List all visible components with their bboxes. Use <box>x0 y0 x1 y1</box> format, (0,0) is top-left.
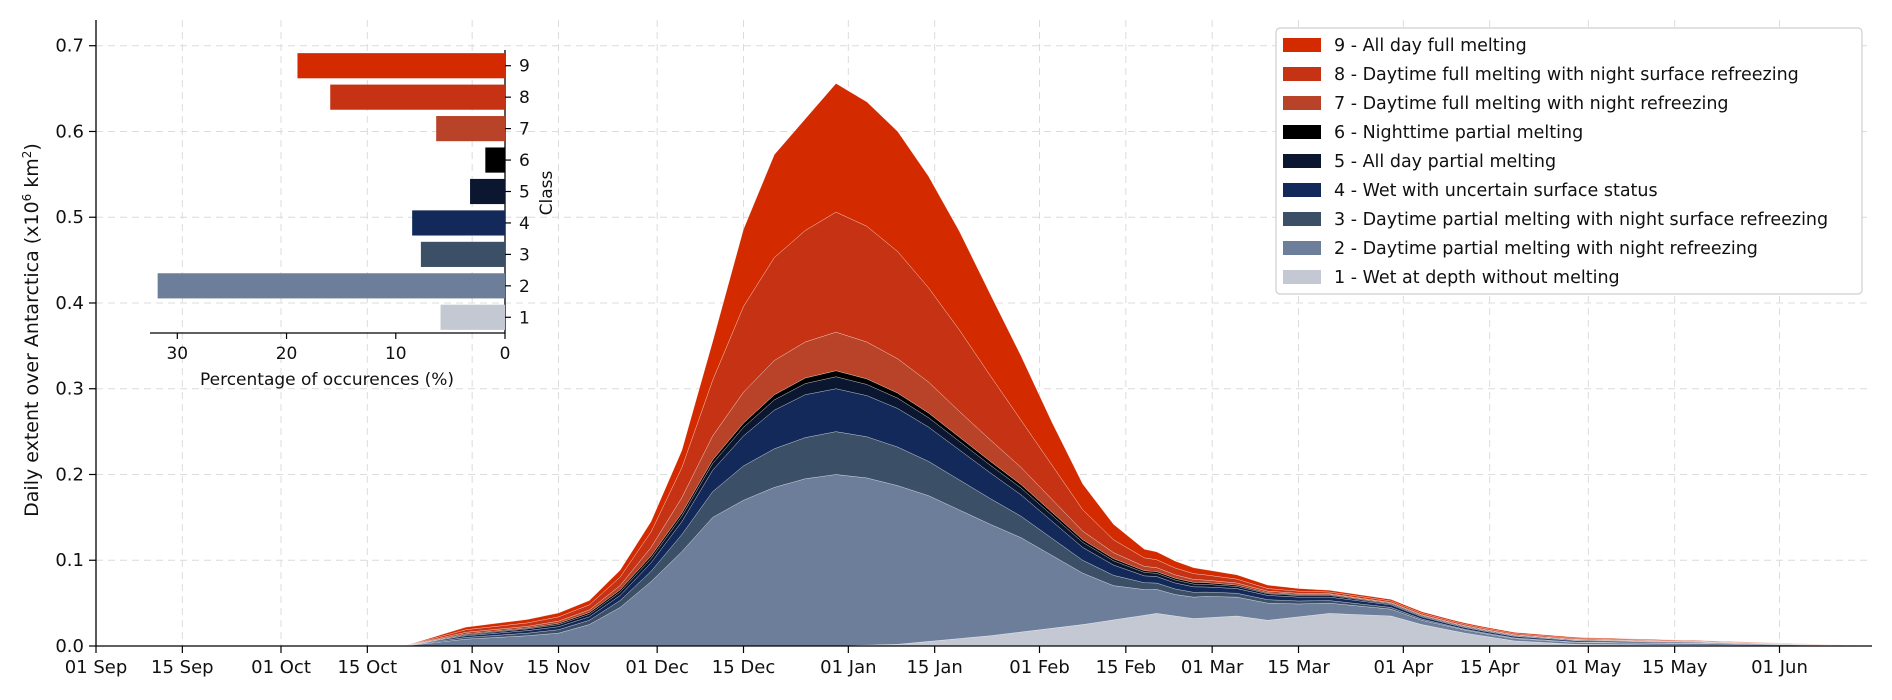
x-tick-label: 15 Feb <box>1096 657 1157 678</box>
y-tick-label: 0.1 <box>55 550 84 571</box>
x-tick-label: 15 Jan <box>906 657 962 678</box>
legend-swatch <box>1283 154 1321 168</box>
legend-label: 5 - All day partial melting <box>1334 152 1556 172</box>
legend-swatch <box>1283 125 1321 139</box>
x-tick-label: 01 May <box>1555 657 1621 678</box>
inset-bar-class-9 <box>297 53 505 79</box>
y-tick-label: 0.3 <box>55 379 84 400</box>
inset-bar-class-2 <box>157 273 505 299</box>
legend-swatch <box>1283 38 1321 52</box>
legend-label: 1 - Wet at depth without melting <box>1334 268 1620 288</box>
inset-bar-class-5 <box>470 178 505 205</box>
legend-items: 9 - All day full melting 8 - Daytime full… <box>1283 36 1828 288</box>
inset-y-tick-label: 9 <box>519 57 530 77</box>
x-tick-label: 01 Feb <box>1009 657 1070 678</box>
legend-swatch <box>1283 183 1321 197</box>
legend-swatch <box>1283 270 1321 284</box>
y-axis-label: Daily extent over Antarctica (x106 km2) <box>20 143 43 517</box>
y-axis-label-main: Daily extent over Antarctica (x10 <box>21 201 43 516</box>
legend-swatch <box>1283 67 1321 81</box>
x-tick-label: 15 Dec <box>712 657 775 678</box>
inset-x-ticks: 30 20 10 0 <box>166 333 510 364</box>
legend-label: 6 - Nighttime partial melting <box>1334 123 1583 143</box>
y-axis-label-sup2: 2 <box>20 151 34 159</box>
x-tick-label: 01 Oct <box>251 657 311 678</box>
legend-label: 7 - Daytime full melting with night refr… <box>1334 94 1729 114</box>
inset-y-tick-label: 5 <box>519 183 530 203</box>
x-tick-label: 01 Sep <box>65 657 128 678</box>
legend-label: 9 - All day full melting <box>1334 36 1527 56</box>
y-tick-label: 0.7 <box>55 36 84 57</box>
x-tick-label: 15 May <box>1642 657 1708 678</box>
inset-y-tick-label: 1 <box>519 308 530 328</box>
y-tick-label: 0.5 <box>55 207 84 228</box>
y-axis-label-unit: km <box>21 158 43 194</box>
legend: 9 - All day full melting 8 - Daytime full… <box>1275 27 1863 295</box>
x-tick-label: 01 Dec <box>625 657 688 678</box>
inset-x-tick-label: 20 <box>276 344 298 364</box>
inset-x-axis-label: Percentage of occurences (%) <box>200 370 454 390</box>
legend-label: 4 - Wet with uncertain surface status <box>1334 181 1658 201</box>
y-tick-label: 0.6 <box>55 121 84 142</box>
inset-y-tick-label: 3 <box>519 245 530 265</box>
y-axis-label-sup: 6 <box>20 194 34 202</box>
inset-y-tick-label: 4 <box>519 214 530 234</box>
y-axis-label-close: ) <box>21 143 43 150</box>
x-tick-label: 01 Jan <box>820 657 876 678</box>
inset-bar-class-7 <box>436 116 505 142</box>
legend-frame <box>1275 27 1863 295</box>
y-tick-label: 0.4 <box>55 293 84 314</box>
x-tick-label: 01 Mar <box>1181 657 1244 678</box>
inset-bar-class-1 <box>440 304 505 330</box>
x-tick-label: 15 Mar <box>1267 657 1330 678</box>
x-tick-label: 15 Sep <box>151 657 214 678</box>
y-tick-label: 0.0 <box>55 636 84 657</box>
legend-label: 8 - Daytime full melting with night surf… <box>1334 65 1799 85</box>
x-tick-label: 15 Apr <box>1460 657 1520 678</box>
legend-swatch <box>1283 96 1321 110</box>
legend-label: 3 - Daytime partial melting with night s… <box>1334 210 1828 230</box>
inset-x-tick-label: 10 <box>385 344 407 364</box>
legend-swatch <box>1283 241 1321 255</box>
x-tick-label: 01 Nov <box>440 657 504 678</box>
inset-bars <box>157 53 505 330</box>
inset-y-axis-label: Class <box>537 170 557 215</box>
inset-bar-chart: 30 20 10 0 9 8 7 6 5 4 3 2 1 Percentage of occurenc… <box>150 50 557 390</box>
main-axes <box>95 20 1872 647</box>
legend-swatch <box>1283 212 1321 226</box>
y-ticks: 0.0 0.1 0.2 0.3 0.4 0.5 0.6 0.7 <box>55 36 96 657</box>
inset-x-tick-label: 30 <box>166 344 188 364</box>
legend-label: 2 - Daytime partial melting with night r… <box>1334 239 1758 259</box>
y-tick-label: 0.2 <box>55 464 84 485</box>
inset-bar-class-6 <box>485 147 505 173</box>
inset-bar-class-8 <box>330 84 505 110</box>
inset-y-tick-label: 2 <box>519 277 530 297</box>
x-tick-label: 15 Oct <box>337 657 397 678</box>
inset-x-tick-label: 0 <box>500 344 511 364</box>
inset-bar-class-3 <box>420 241 505 267</box>
inset-y-tick-label: 6 <box>519 151 530 171</box>
x-tick-label: 01 Jun <box>1751 657 1808 678</box>
x-tick-label: 01 Apr <box>1373 657 1433 678</box>
x-tick-label: 15 Nov <box>527 657 591 678</box>
inset-y-tick-label: 8 <box>519 88 530 108</box>
inset-bar-class-4 <box>412 210 505 236</box>
inset-y-tick-label: 7 <box>519 120 530 140</box>
inset-y-ticks: 9 8 7 6 5 4 3 2 1 <box>505 57 530 328</box>
x-ticks: 01 Sep 15 Sep 01 Oct 15 Oct 01 Nov 15 Nov 01 D… <box>65 646 1808 678</box>
